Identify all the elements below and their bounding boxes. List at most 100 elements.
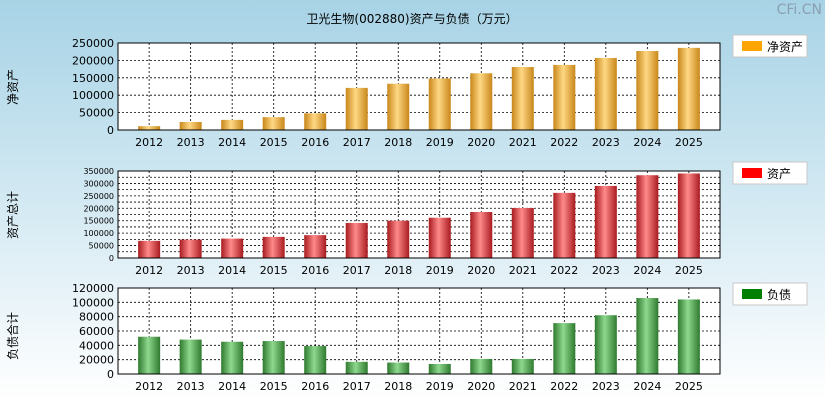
bar-2022 (553, 64, 576, 130)
x-tick-label: 2024 (633, 380, 661, 393)
bar-2017 (345, 222, 368, 258)
bar-2016 (304, 113, 327, 130)
y-axis-label: 净资产 (6, 69, 20, 105)
bar-2024 (636, 175, 659, 258)
x-tick-label: 2015 (260, 136, 288, 149)
y-tick-label: 200000 (72, 54, 114, 67)
bar-2014 (221, 341, 244, 374)
x-tick-label: 2012 (135, 136, 163, 149)
y-tick-label: 250000 (83, 192, 114, 201)
x-tick-label: 2022 (550, 264, 578, 277)
x-tick-label: 2023 (592, 380, 620, 393)
y-tick-label: 100000 (72, 89, 114, 102)
bar-2020 (470, 73, 493, 130)
x-tick-label: 2012 (135, 264, 163, 277)
chart-title: 卫光生物(002880)资产与负债（万元） (306, 12, 517, 26)
bar-2022 (553, 192, 576, 258)
bar-2013 (179, 339, 202, 374)
bar-2014 (221, 238, 244, 258)
bar-2018 (387, 362, 410, 374)
y-tick-label: 100000 (83, 229, 114, 238)
y-tick-label: 50000 (79, 107, 114, 120)
legend-box (732, 161, 808, 185)
x-tick-label: 2016 (301, 380, 329, 393)
x-tick-label: 2016 (301, 264, 329, 277)
bar-2013 (179, 121, 202, 130)
bar-2018 (387, 220, 410, 258)
bar-2019 (428, 217, 451, 258)
bar-2016 (304, 235, 327, 258)
bar-2020 (470, 212, 493, 258)
chart-panel-1: 0 50000 100000 150000 200000 250000 2012 2013 20… (6, 34, 808, 149)
plot-frame (117, 170, 721, 259)
x-tick-label: 2012 (135, 380, 163, 393)
x-tick-label: 2025 (675, 264, 703, 277)
x-tick-label: 2024 (633, 264, 661, 277)
plot-frame (117, 42, 721, 131)
y-tick-label: 300000 (83, 179, 114, 188)
plot-area (118, 43, 720, 130)
x-tick-label: 2017 (343, 264, 371, 277)
bar-2014 (221, 119, 244, 130)
x-tick-label: 2014 (218, 380, 246, 393)
x-tick-label: 2023 (592, 264, 620, 277)
legend: 资产 (732, 161, 808, 185)
x-tick-label: 2014 (218, 264, 246, 277)
watermark: CFi.CN (777, 2, 822, 18)
x-tick-label: 2017 (343, 380, 371, 393)
x-tick-label: 2018 (384, 264, 412, 277)
x-tick-label: 2021 (509, 264, 537, 277)
x-tick-label: 2013 (177, 136, 205, 149)
x-tick-label: 2019 (426, 380, 454, 393)
x-tick-label: 2020 (467, 264, 495, 277)
x-tick-label: 2021 (509, 380, 537, 393)
y-tick-label: 20000 (79, 354, 114, 367)
x-tick-label: 2023 (592, 136, 620, 149)
x-tick-label: 2018 (384, 380, 412, 393)
x-tick-label: 2024 (633, 136, 661, 149)
x-tick-label: 2021 (509, 136, 537, 149)
y-tick-label: 350000 (83, 167, 114, 176)
x-tick-label: 2019 (426, 264, 454, 277)
x-tick-label: 2022 (550, 136, 578, 149)
x-tick-label: 2022 (550, 380, 578, 393)
bar-2021 (511, 67, 534, 130)
bar-2024 (636, 51, 659, 131)
bar-2019 (428, 363, 451, 374)
legend-swatch (742, 289, 762, 299)
y-tick-label: 120000 (72, 282, 114, 295)
x-tick-label: 2017 (343, 136, 371, 149)
bar-2022 (553, 323, 576, 374)
x-tick-label: 2013 (177, 380, 205, 393)
x-tick-label: 2015 (260, 264, 288, 277)
y-tick-label: 200000 (83, 204, 114, 213)
y-tick-label: 150000 (83, 217, 114, 226)
bar-2024 (636, 298, 659, 374)
bar-2020 (470, 358, 493, 374)
legend: 负债 (732, 282, 808, 306)
legend-swatch (742, 41, 762, 51)
legend-label: 资产 (767, 167, 791, 181)
bar-2013 (179, 239, 202, 258)
bar-2023 (594, 57, 617, 130)
bar-2015 (262, 117, 285, 130)
y-tick-label: 250000 (72, 37, 114, 50)
x-tick-label: 2014 (218, 136, 246, 149)
bar-2019 (428, 78, 451, 130)
legend-box (732, 34, 808, 58)
bar-2021 (511, 208, 534, 258)
bar-2015 (262, 341, 285, 374)
legend-box (732, 282, 808, 306)
x-tick-label: 2013 (177, 264, 205, 277)
y-tick-label: 100000 (72, 296, 114, 309)
bar-2015 (262, 236, 285, 258)
bar-2012 (138, 336, 161, 374)
y-tick-label: 150000 (72, 72, 114, 85)
x-tick-label: 2015 (260, 380, 288, 393)
bar-2025 (677, 173, 700, 258)
x-tick-label: 2020 (467, 380, 495, 393)
y-tick-label: 0 (107, 368, 114, 381)
y-tick-label: 0 (107, 124, 114, 137)
